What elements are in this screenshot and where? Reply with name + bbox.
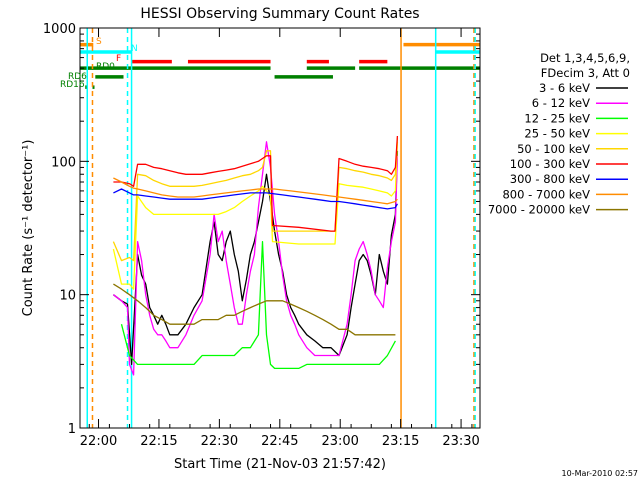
series-line-2 [120, 240, 396, 370]
x-tick-label-2: 22:30 [201, 434, 238, 449]
x-tick-label-1: 22:15 [140, 434, 177, 449]
y-tick-label-2: 100 [51, 155, 76, 170]
flag-label-0: S [96, 37, 102, 47]
x-tick-label-4: 23:00 [321, 434, 358, 449]
x-tick-label-3: 22:45 [261, 434, 298, 449]
legend-label-6: 300 - 800 keV [510, 172, 590, 186]
series-line-3 [112, 141, 399, 290]
x-axis-label: Start Time (21-Nov-03 21:57:42) [174, 457, 386, 472]
flag-bars [80, 42, 480, 89]
x-tick-label-6: 23:30 [442, 434, 479, 449]
series-line-8 [113, 283, 396, 336]
legend-label-1: 6 - 12 keV [532, 96, 590, 110]
flag-label-2: F [116, 54, 121, 64]
x-tick-label-0: 22:00 [80, 434, 117, 449]
legend-label-7: 800 - 7000 keV [502, 187, 590, 201]
legend-title-line-2: FDecim 3, Att 0 [541, 66, 630, 80]
legend-label-8: 7000 - 20000 keV [488, 203, 590, 217]
y-tick-label-3: 1000 [43, 22, 76, 37]
legend: Det 1,3,4,5,6,9, FDecim 3, Att 0 3 - 6 k… [488, 51, 630, 217]
flag-label-1: N [131, 44, 138, 54]
legend-label-3: 25 - 50 keV [524, 127, 590, 141]
legend-title-line-1: Det 1,3,4,5,6,9, [540, 51, 630, 65]
legend-label-5: 100 - 300 keV [510, 157, 590, 171]
series-line-1 [113, 141, 399, 376]
legend-label-2: 12 - 25 keV [524, 111, 590, 125]
chart-title: HESSI Observing Summary Count Rates [140, 6, 419, 22]
x-tick-label-5: 23:15 [382, 434, 419, 449]
flag-label-3: RD0 [96, 62, 115, 72]
series-line-5 [113, 135, 399, 232]
y-tick-label-0: 1 [68, 422, 76, 437]
footer-timestamp: 10-Mar-2010 02:57 [562, 469, 639, 478]
series-line-6 [113, 188, 398, 210]
y-tick-label-1: 10 [59, 289, 76, 304]
series-line-4 [112, 137, 399, 262]
legend-label-4: 50 - 100 keV [517, 142, 590, 156]
legend-label-0: 3 - 6 keV [539, 81, 590, 95]
vertical-markers [86, 28, 476, 428]
flag-label-4: RD6 [68, 72, 87, 82]
flag-label-5: RD16 [60, 80, 85, 90]
axes: 22:00 22:15 22:30 22:45 23:00 23:15 23:30 1 10 10… [43, 22, 480, 449]
series-lines [112, 135, 399, 376]
series-line-7 [113, 177, 398, 205]
y-axis-label: Count Rate (s⁻¹ detector⁻¹) [21, 140, 36, 317]
